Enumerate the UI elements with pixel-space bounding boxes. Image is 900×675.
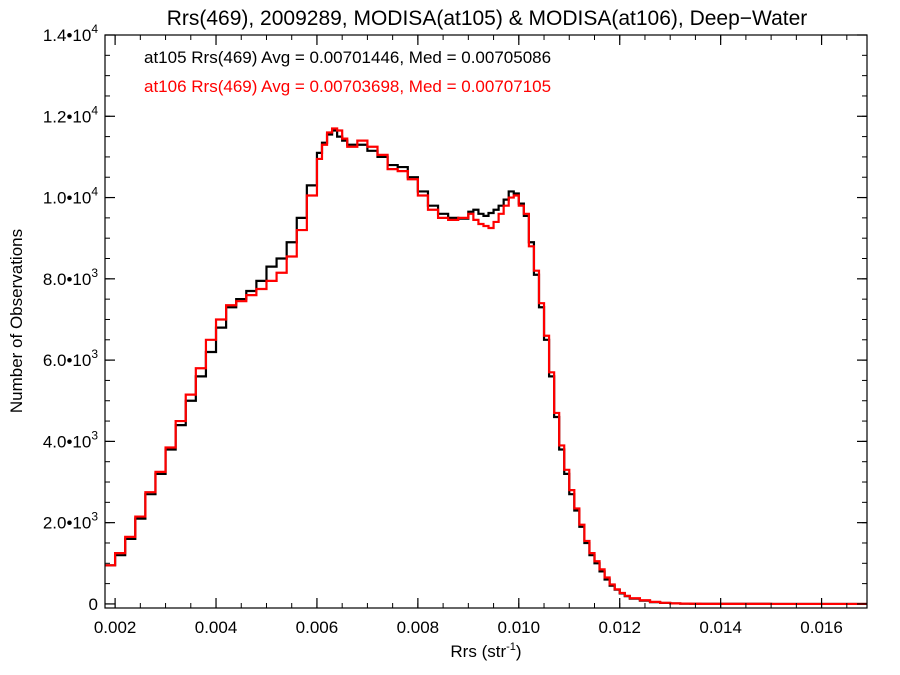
- ticks-layer: [105, 34, 867, 608]
- x-tick-label: 0.014: [699, 618, 742, 637]
- x-tick-label: 0.012: [598, 618, 641, 637]
- y-tick-label: 0: [89, 595, 98, 614]
- annotation-at105: at105 Rrs(469) Avg = 0.00701446, Med = 0…: [144, 48, 551, 67]
- series-at106-line: [105, 127, 867, 606]
- x-tick-label: 0.004: [195, 618, 238, 637]
- x-tick-label: 0.002: [94, 618, 137, 637]
- y-tick-label: 4.0•103: [43, 428, 99, 451]
- x-axis-label-sup: -1: [506, 641, 516, 653]
- chart-title: Rrs(469), 2009289, MODISA(at105) & MODIS…: [167, 7, 808, 30]
- series-at105-line: [105, 129, 867, 606]
- y-tick-label: 8.0•103: [43, 266, 99, 289]
- y-axis-label: Number of Observations: [7, 229, 26, 413]
- x-axis-label-main: Rrs (str: [450, 642, 506, 661]
- x-tick-label: 0.006: [296, 618, 339, 637]
- y-tick-label: 1.2•104: [43, 103, 99, 126]
- x-tick-label: 0.008: [397, 618, 440, 637]
- x-axis-label: Rrs (str-1): [450, 641, 521, 661]
- y-tick-label: 1.0•104: [43, 185, 99, 208]
- y-tick-label: 6.0•103: [43, 347, 99, 370]
- x-axis-label-suffix: ): [516, 642, 522, 661]
- plot-frame: [104, 34, 868, 609]
- annotation-at106: at106 Rrs(469) Avg = 0.00703698, Med = 0…: [144, 77, 551, 96]
- tick-labels-layer: 0.002 0.004 0.006 0.008 0.010 0.012 0.014 0.016…: [43, 22, 843, 637]
- series-layer: [105, 127, 867, 606]
- y-tick-label: 2.0•103: [43, 510, 99, 533]
- y-tick-label: 1.4•104: [43, 22, 99, 45]
- x-tick-label: 0.016: [800, 618, 843, 637]
- x-tick-label: 0.010: [498, 618, 541, 637]
